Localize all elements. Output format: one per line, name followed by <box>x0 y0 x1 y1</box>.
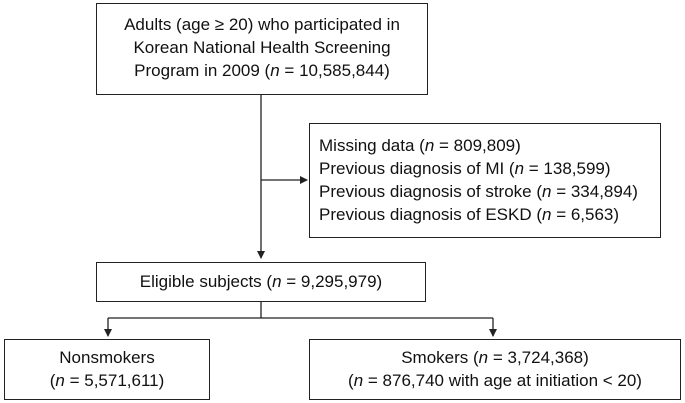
node-nonsmokers-count: (n = 5,571,611) <box>49 371 165 390</box>
node-adults-line-3: Program in 2009 (n = 10,585,844) <box>134 61 390 80</box>
excluded-item: Previous diagnosis of ESKD (n = 6,563) <box>319 205 620 224</box>
node-excluded: Missing data (n = 809,809) Previous diag… <box>309 123 661 238</box>
node-smokers-count: Smokers (n = 3,724,368) <box>401 348 589 367</box>
node-adults-line-1: Adults (age ≥ 20) who participated in <box>124 15 400 34</box>
excluded-item: Previous diagnosis of stroke (n = 334,89… <box>319 182 638 201</box>
node-smokers-early-initiation: (n = 876,740 with age at initiation < 20… <box>348 371 642 390</box>
excluded-item: Previous diagnosis of MI (n = 138,599) <box>319 159 611 178</box>
node-nonsmokers: Nonsmokers (n = 5,571,611) <box>4 339 210 400</box>
excluded-item: Missing data (n = 809,809) <box>319 136 521 155</box>
node-smokers: Smokers (n = 3,724,368) (n = 876,740 wit… <box>309 339 681 400</box>
node-nonsmokers-title: Nonsmokers <box>59 348 155 367</box>
node-adults: Adults (age ≥ 20) who participated in Ko… <box>96 3 428 95</box>
node-eligible: Eligible subjects (n = 9,295,979) <box>96 262 426 302</box>
node-adults-line-2: Korean National Health Screening <box>133 38 391 57</box>
node-eligible-label: Eligible subjects (n = 9,295,979) <box>139 272 383 291</box>
